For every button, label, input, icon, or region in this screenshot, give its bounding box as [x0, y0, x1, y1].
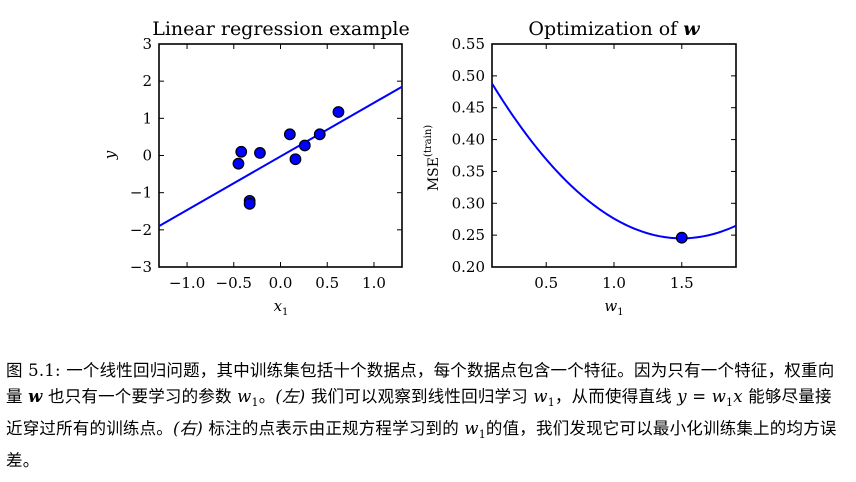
- subscript: 1: [478, 428, 486, 441]
- y-tick-label: 2: [142, 72, 152, 90]
- subscript: 1: [547, 396, 555, 409]
- x-axis-label: w1: [604, 297, 623, 318]
- y-tick-label: 3: [142, 35, 152, 53]
- y-tick-label: −3: [130, 258, 152, 276]
- caption-text: 也只有一个要学习的参数: [42, 387, 238, 406]
- caption-text: 能够尽量接近穿过所有的训练点。: [6, 387, 832, 438]
- caption-text: 的值，我们发现它可以最小化训练集上的均方误差。: [6, 419, 837, 470]
- w1-symbol: w: [237, 387, 252, 406]
- optimization-panel: Optimization of w 0.5 1.0 1.50.200.250.300…: [423, 18, 737, 318]
- data-point: [243, 197, 256, 210]
- w1-symbol: w: [533, 387, 548, 406]
- subscript: 1: [726, 396, 734, 409]
- x-tick-label: 1.0: [362, 274, 386, 292]
- chart-title: Optimization of w: [528, 18, 700, 40]
- x-axis-label: x1: [274, 297, 289, 318]
- caption-right-marker: (右): [173, 419, 203, 438]
- equation-equals: =: [686, 387, 712, 406]
- y-tick-label: 1: [142, 109, 152, 127]
- data-point: [283, 128, 296, 141]
- x-tick-label: 0.5: [534, 274, 558, 292]
- weight-vector-symbol: w: [28, 387, 43, 406]
- subscript: 1: [251, 396, 259, 409]
- caption-text: 。: [258, 387, 276, 406]
- data-point: [332, 106, 345, 118]
- w1-symbol: w: [464, 419, 479, 438]
- figure-caption: 图 5.1: 一个线性回归问题，其中训练集包括十个数据点，每个数据点包含一个特征…: [6, 358, 846, 474]
- figure: Linear regression example −1.0 −0.5 0.0 0.5…: [101, 18, 737, 318]
- plot-area: 0.5 1.0 1.5 0.20 0.25 0.30 0.35 0.40 0.45 0.50 0.5…: [452, 35, 737, 292]
- data-point: [235, 145, 248, 158]
- plot-frame: [491, 43, 737, 268]
- caption-left-marker: (左): [275, 387, 306, 406]
- y-tick-label: 0: [142, 147, 152, 165]
- equation-y: y: [677, 387, 687, 406]
- caption-label: 图 5.1:: [6, 361, 61, 380]
- x-tick-label: 0.0: [269, 274, 293, 292]
- linear-regression-panel: Linear regression example −1.0 −0.5 0.0 0.5…: [101, 18, 410, 318]
- x-tick-label: −1.0: [169, 274, 205, 292]
- x-tick-label: 1.5: [670, 274, 694, 292]
- y-tick-label: 0.35: [452, 162, 485, 180]
- y-tick-label: 0.20: [452, 258, 485, 276]
- y-tick-label: 0.25: [452, 226, 485, 244]
- caption-text: 一个线性回归问题，其中训练集包括十个数据点，每个数据点包含一个特征。因为只有一个…: [6, 361, 835, 406]
- data-point: [232, 157, 245, 170]
- equation-x: x: [733, 387, 743, 406]
- caption-text: 标注的点表示由正规方程学习到的: [202, 419, 465, 438]
- chart-title: Linear regression example: [152, 18, 410, 40]
- y-tick-label: 0.30: [452, 194, 485, 212]
- x-tick-label: 0.5: [315, 274, 339, 292]
- regression-line: [158, 85, 403, 227]
- data-point: [254, 146, 266, 159]
- y-tick-label: 0.45: [452, 99, 485, 117]
- mse-curve: [491, 82, 737, 240]
- optimal-point: [675, 231, 688, 244]
- y-axis-label: y: [101, 150, 119, 160]
- y-tick-label: −2: [130, 221, 152, 239]
- data-point: [313, 128, 326, 141]
- caption-text: ，从而使得直线: [554, 387, 678, 406]
- caption-text: 我们可以观察到线性回归学习: [305, 387, 534, 406]
- x-tick-label: 1.0: [602, 274, 626, 292]
- plot-area: −1.0 −0.5 0.0 0.5 1.0 −3 −2 −1 0 1 2 3: [130, 35, 403, 292]
- equation-w: w: [711, 387, 727, 406]
- data-point: [298, 139, 311, 152]
- y-tick-label: 0.50: [452, 67, 485, 85]
- data-point: [289, 153, 302, 166]
- x-tick-label: −0.5: [216, 274, 252, 292]
- y-tick-label: 0.55: [452, 35, 485, 53]
- y-axis-label: MSE(train): [423, 125, 442, 191]
- y-tick-label: 0.40: [452, 131, 485, 149]
- y-tick-label: −1: [130, 184, 152, 202]
